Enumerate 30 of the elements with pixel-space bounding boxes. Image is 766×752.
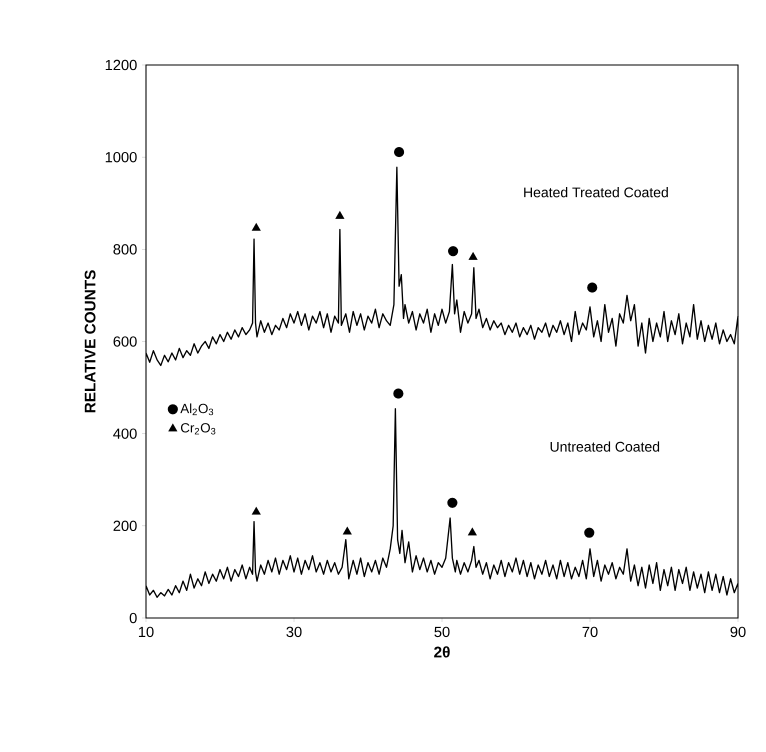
x-tick-label: 10: [138, 626, 154, 638]
annotation: Untreated Coated: [550, 441, 660, 452]
point: [342, 526, 352, 534]
y-tick-label: 600: [114, 336, 137, 347]
point: [468, 528, 477, 536]
y-tick-label: 800: [113, 244, 137, 255]
point: [448, 246, 458, 256]
point: [468, 252, 478, 260]
point: [252, 506, 261, 515]
point: [584, 528, 594, 538]
legend-label: Cr$_{2}$O$_{3}$: [180, 423, 216, 434]
x-tick-label: 30: [286, 626, 302, 638]
x-tick-label: 90: [730, 626, 746, 638]
y-axis-title: RELATIVE COUNTS: [84, 270, 96, 412]
y-tick-label: 400: [113, 428, 137, 439]
y-tick-label: 1000: [106, 152, 137, 162]
point: [335, 211, 344, 219]
y-tick-label: 200: [114, 520, 137, 532]
legend-label: Al$_{2}$O$_{3}$: [180, 403, 214, 416]
y-tick-label: 1200: [106, 60, 137, 70]
x-axis-title: 2θ: [434, 646, 450, 658]
annotation: Heated Treated Coated: [524, 187, 668, 198]
point: [587, 282, 598, 293]
x-tick-label: 50: [434, 626, 450, 638]
x-tick-label: 70: [582, 626, 598, 638]
point: [394, 147, 404, 158]
point: [447, 498, 458, 508]
point: [393, 388, 404, 399]
y-tick-label: 0: [130, 612, 137, 624]
point: [252, 223, 261, 231]
